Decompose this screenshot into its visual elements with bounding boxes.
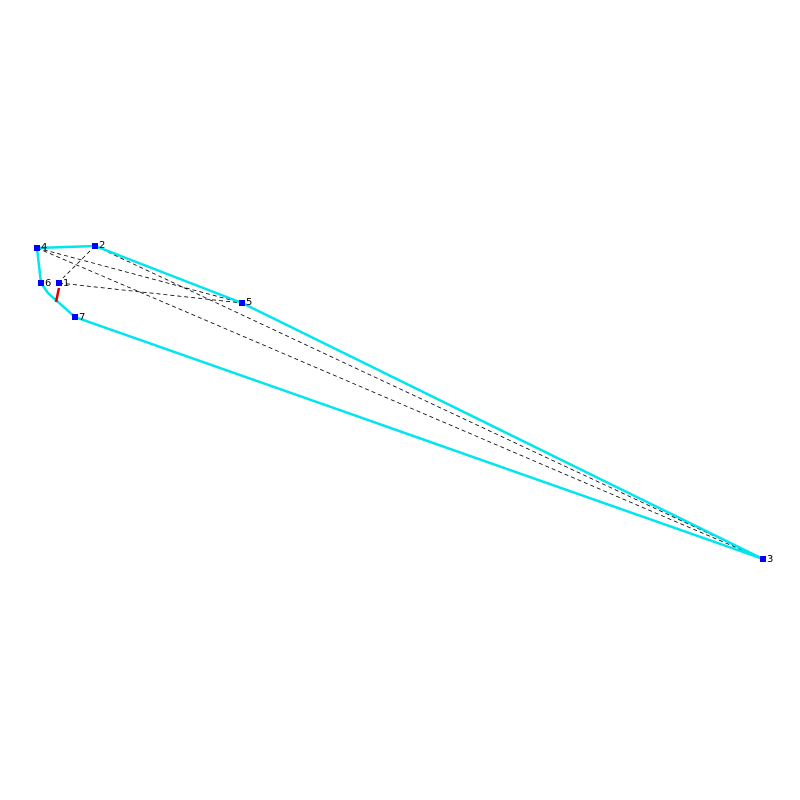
node (92, 243, 98, 249)
node (34, 245, 40, 251)
node-label: 5 (246, 297, 252, 308)
diagonals (36, 245, 764, 560)
red-edge (54, 287, 61, 303)
node (72, 314, 78, 320)
node (239, 300, 245, 306)
node (56, 280, 62, 286)
diagonal (36, 247, 764, 560)
node-label: 4 (41, 242, 47, 253)
nodes: 1 2 3 4 5 6 7 (34, 240, 773, 565)
diagonal (58, 282, 243, 304)
node (38, 280, 44, 286)
node-label: 7 (79, 312, 85, 323)
node-label: 6 (45, 278, 51, 289)
node (760, 556, 766, 562)
hull (35, 244, 764, 561)
diagonal (36, 247, 243, 304)
node-label: 2 (99, 240, 105, 251)
node-label: 3 (767, 554, 773, 565)
diagonal (94, 245, 764, 560)
node-label: 1 (63, 278, 69, 289)
diagonal (62, 245, 96, 279)
